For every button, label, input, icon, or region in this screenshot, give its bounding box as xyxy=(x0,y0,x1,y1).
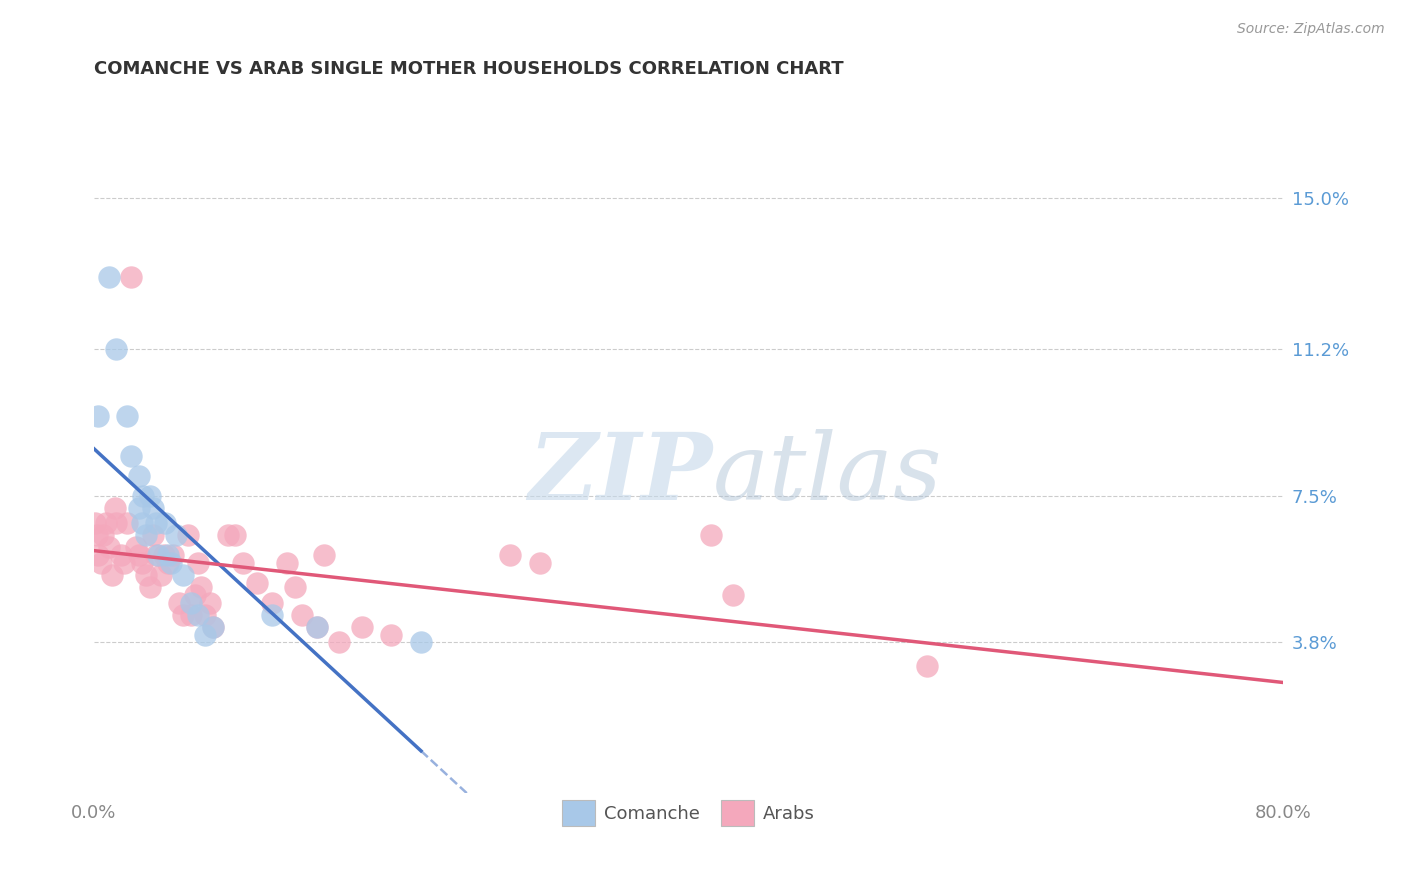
Point xyxy=(529,556,551,570)
Point xyxy=(499,548,522,562)
Point xyxy=(131,516,153,531)
Point xyxy=(135,568,157,582)
Legend: Comanche, Arabs: Comanche, Arabs xyxy=(555,793,823,833)
Point xyxy=(350,619,373,633)
Point xyxy=(132,489,155,503)
Point xyxy=(176,528,198,542)
Point xyxy=(90,556,112,570)
Point xyxy=(128,468,150,483)
Point xyxy=(135,528,157,542)
Point xyxy=(145,516,167,531)
Point xyxy=(142,500,165,515)
Point xyxy=(180,596,202,610)
Point xyxy=(91,528,114,542)
Point xyxy=(142,528,165,542)
Point xyxy=(86,528,108,542)
Point xyxy=(314,548,336,562)
Point xyxy=(380,627,402,641)
Point xyxy=(700,528,723,542)
Point xyxy=(194,627,217,641)
Point xyxy=(105,342,128,356)
Point xyxy=(87,409,110,424)
Point xyxy=(165,528,187,542)
Point xyxy=(157,548,180,562)
Point xyxy=(184,588,207,602)
Point xyxy=(162,548,184,562)
Point xyxy=(115,516,138,531)
Point xyxy=(104,500,127,515)
Point xyxy=(100,568,122,582)
Point xyxy=(723,588,745,602)
Point xyxy=(217,528,239,542)
Point xyxy=(110,548,132,562)
Point xyxy=(139,580,162,594)
Point xyxy=(915,659,938,673)
Point xyxy=(276,556,298,570)
Point xyxy=(180,607,202,622)
Point xyxy=(262,607,284,622)
Text: Source: ZipAtlas.com: Source: ZipAtlas.com xyxy=(1237,22,1385,37)
Point xyxy=(157,556,180,570)
Point xyxy=(97,540,120,554)
Point xyxy=(139,489,162,503)
Point xyxy=(160,556,183,570)
Point xyxy=(155,516,177,531)
Point xyxy=(153,548,176,562)
Point xyxy=(201,619,224,633)
Point xyxy=(94,516,117,531)
Text: COMANCHE VS ARAB SINGLE MOTHER HOUSEHOLDS CORRELATION CHART: COMANCHE VS ARAB SINGLE MOTHER HOUSEHOLD… xyxy=(94,60,844,78)
Point xyxy=(167,596,190,610)
Point xyxy=(97,270,120,285)
Point xyxy=(172,568,194,582)
Point xyxy=(115,409,138,424)
Point xyxy=(172,607,194,622)
Point xyxy=(198,596,221,610)
Point xyxy=(190,580,212,594)
Point xyxy=(84,516,107,531)
Point xyxy=(305,619,328,633)
Point xyxy=(105,516,128,531)
Point xyxy=(124,540,146,554)
Point xyxy=(328,635,350,649)
Point xyxy=(146,548,169,562)
Point xyxy=(120,270,142,285)
Point xyxy=(145,548,167,562)
Point xyxy=(409,635,432,649)
Point xyxy=(201,619,224,633)
Point xyxy=(291,607,314,622)
Point xyxy=(128,548,150,562)
Point xyxy=(131,556,153,570)
Point xyxy=(262,596,284,610)
Point xyxy=(187,607,209,622)
Point xyxy=(87,548,110,562)
Point xyxy=(112,556,135,570)
Text: ZIP: ZIP xyxy=(529,429,713,519)
Point xyxy=(187,556,209,570)
Point xyxy=(149,568,172,582)
Point xyxy=(246,576,269,591)
Point xyxy=(284,580,307,594)
Point xyxy=(232,556,254,570)
Point xyxy=(194,607,217,622)
Text: atlas: atlas xyxy=(713,429,942,519)
Point xyxy=(224,528,246,542)
Point xyxy=(305,619,328,633)
Point xyxy=(128,500,150,515)
Point xyxy=(120,449,142,463)
